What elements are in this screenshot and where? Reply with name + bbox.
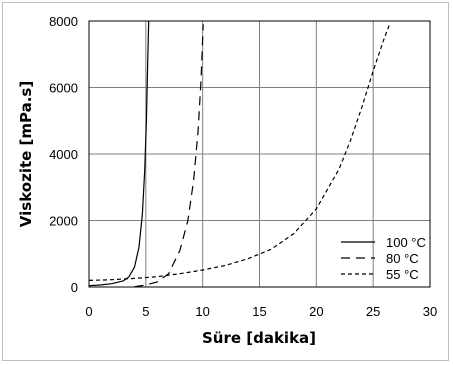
legend-label: 100 °C bbox=[386, 235, 426, 250]
y-tick-label: 8000 bbox=[49, 14, 78, 29]
y-axis-title: Viskozite [mPa.s] bbox=[17, 81, 35, 227]
y-tick-label: 2000 bbox=[49, 214, 78, 229]
legend-label: 80 °C bbox=[386, 251, 419, 266]
x-tick-label: 0 bbox=[85, 304, 92, 319]
series-line-1 bbox=[134, 24, 204, 288]
legend: 100 °C80 °C55 °C bbox=[341, 235, 426, 282]
tick-labels: 0 5 10 15 20 25 30 0 2000 4000 6000 8000 bbox=[49, 14, 437, 319]
x-tick-label: 10 bbox=[195, 304, 209, 319]
x-tick-label: 20 bbox=[309, 304, 323, 319]
x-axis-title: Süre [dakika] bbox=[202, 329, 316, 347]
x-tick-label: 5 bbox=[142, 304, 149, 319]
x-tick-label: 25 bbox=[366, 304, 380, 319]
series-layer bbox=[88, 20, 391, 288]
x-tick-label: 15 bbox=[252, 304, 266, 319]
y-tick-label: 6000 bbox=[49, 81, 78, 96]
legend-label: 55 °C bbox=[386, 267, 419, 282]
y-tick-label: 4000 bbox=[49, 147, 78, 162]
plot-border bbox=[88, 20, 431, 288]
chart-frame bbox=[2, 2, 449, 361]
x-tick-label: 30 bbox=[423, 304, 437, 319]
grid bbox=[88, 20, 431, 288]
series-line-0 bbox=[88, 20, 150, 287]
series-line-2 bbox=[88, 22, 391, 281]
y-tick-label: 0 bbox=[71, 280, 78, 295]
